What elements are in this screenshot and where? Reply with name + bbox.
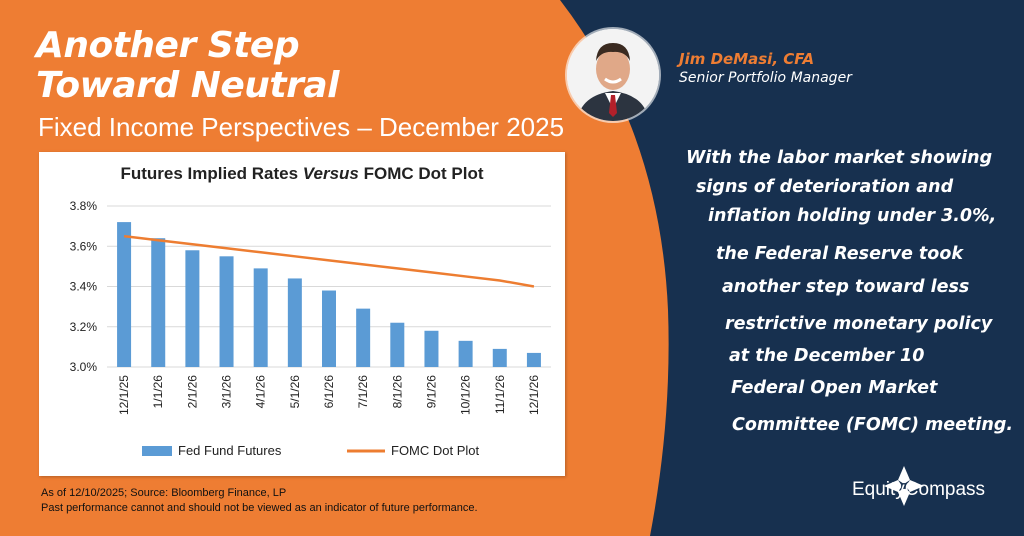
brand-name: EquityCompass (852, 479, 986, 500)
bar-7/1/26 (356, 308, 371, 367)
chart-title-part1: Futures Implied Rates (120, 164, 302, 183)
x-tick-label: 8/1/26 (390, 375, 404, 409)
legend-label-dotplot: FOMC Dot Plot (391, 443, 480, 458)
chart-title-italic: Versus (303, 164, 359, 183)
x-axis-ticks: 12/1/25 1/1/26 2/1/26 3/1/26 4/1/26 5/1/26 6/1… (117, 375, 541, 415)
page-title-line2: Toward Neutral (36, 65, 340, 106)
bar-1/1/26 (151, 238, 166, 367)
chart-card: Futures Implied Rates Versus FOMC Dot Pl… (39, 152, 565, 476)
footnote: As of 12/10/2025; Source: Bloomberg Fina… (41, 486, 478, 516)
bar-2/1/26 (185, 250, 200, 367)
compass-logo-icon (884, 466, 924, 506)
x-tick-label: 11/1/26 (493, 375, 507, 414)
y-tick-label: 3.6% (70, 239, 98, 253)
bar-10/1/26 (458, 340, 473, 367)
chart: Futures Implied Rates Versus FOMC Dot Pl… (70, 164, 551, 458)
bar-series (117, 222, 541, 367)
legend-label-futures: Fed Fund Futures (178, 443, 282, 458)
x-tick-label: 6/1/26 (322, 375, 336, 409)
x-tick-label: 3/1/26 (220, 375, 234, 409)
footnote-source: As of 12/10/2025; Source: Bloomberg Fina… (41, 487, 287, 499)
chart-title-part2: FOMC Dot Plot (359, 164, 484, 183)
bar-3/1/26 (219, 256, 234, 367)
x-tick-label: 1/1/26 (151, 375, 165, 409)
bar-6/1/26 (322, 290, 336, 367)
x-tick-label: 10/1/26 (459, 375, 473, 415)
x-tick-label: 2/1/26 (185, 375, 199, 409)
y-tick-label: 3.0% (70, 360, 98, 374)
y-tick-label: 3.8% (70, 199, 98, 213)
y-tick-label: 3.2% (70, 320, 98, 334)
x-tick-label: 9/1/26 (424, 375, 438, 409)
author-name: Jim DeMasi, CFA (679, 50, 815, 68)
legend-swatch-futures (142, 446, 172, 456)
bar-8/1/26 (390, 322, 405, 367)
y-axis-ticks: 3.0% 3.2% 3.4% 3.6% 3.8% (70, 199, 98, 374)
page-subtitle: Fixed Income Perspectives – December 202… (38, 112, 565, 142)
author-avatar (567, 29, 659, 121)
page-title-line1: Another Step (36, 25, 300, 66)
legend: Fed Fund Futures FOMC Dot Plot (142, 443, 480, 458)
author-role: Senior Portfolio Manager (679, 70, 852, 86)
footnote-disclaimer: Past performance cannot and should not b… (41, 502, 478, 514)
y-tick-label: 3.4% (70, 280, 98, 294)
bar-12/1/26 (526, 352, 541, 367)
bar-4/1/26 (253, 268, 268, 367)
x-tick-label: 12/1/25 (117, 375, 131, 415)
x-tick-label: 4/1/26 (254, 375, 268, 409)
bar-5/1/26 (287, 278, 302, 367)
x-tick-label: 5/1/26 (288, 375, 302, 409)
line-series (123, 234, 535, 288)
bar-12/1/25 (117, 222, 132, 367)
x-tick-label: 7/1/26 (356, 375, 370, 409)
chart-title: Futures Implied Rates Versus FOMC Dot Pl… (120, 164, 483, 183)
x-tick-label: 12/1/26 (527, 375, 541, 415)
bar-9/1/26 (424, 330, 439, 367)
bar-11/1/26 (492, 348, 507, 367)
